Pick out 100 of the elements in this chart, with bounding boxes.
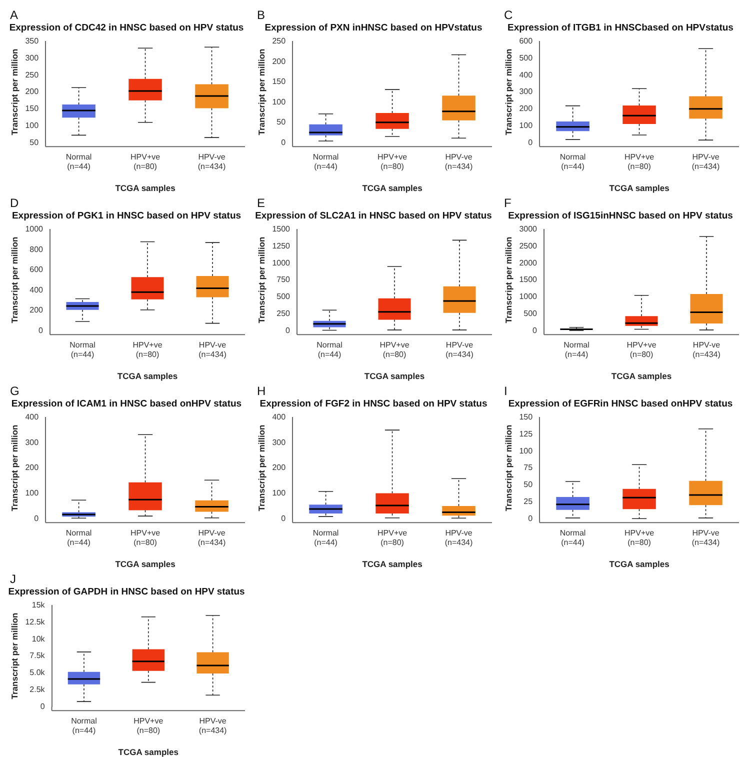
y-tick-label: 125 bbox=[519, 429, 534, 438]
text: J bbox=[10, 572, 16, 586]
y-axis-title: Transcript per million bbox=[256, 48, 266, 136]
x-tick-label: HPV-ve (n=434) bbox=[692, 152, 720, 172]
x-tick-label: HPV+ve (n=80) bbox=[132, 340, 163, 360]
text: C bbox=[504, 8, 513, 22]
y-tick-label: 0 bbox=[38, 326, 44, 335]
y-axis-title: Transcript per million bbox=[503, 424, 514, 512]
x-axis-title: TCGA samples bbox=[362, 183, 423, 194]
y-tick-label: 100 bbox=[272, 488, 286, 498]
y-tick-label: 25 bbox=[524, 496, 534, 506]
y-tick-label: 50 bbox=[524, 480, 534, 490]
y-tick-label: 200 bbox=[272, 56, 286, 66]
x-axis-title: TCGA samples bbox=[609, 559, 670, 570]
y-tick-label: 1500 bbox=[272, 224, 291, 234]
chart-title: Expression of PGK1 in HNSC based on HPV status bbox=[12, 210, 242, 222]
y-tick-label: 100 bbox=[519, 446, 534, 456]
y-tick-label: 2000 bbox=[519, 258, 538, 268]
x-axis-title: TCGA samples bbox=[611, 371, 672, 382]
x-tick-label: Normal (n=44) bbox=[70, 340, 96, 360]
x-axis-title: TCGA samples bbox=[609, 183, 670, 194]
y-axis-title: Transcript per million bbox=[503, 236, 514, 324]
y-tick-label: 200 bbox=[25, 87, 40, 96]
x-tick-label: HPV+ve (n=80) bbox=[130, 152, 161, 172]
y-tick-label: 75 bbox=[524, 463, 534, 472]
y-tick-label: 800 bbox=[30, 244, 44, 254]
y-tick-label: 750 bbox=[276, 275, 291, 284]
x-tick-label: Normal (n=44) bbox=[66, 528, 92, 548]
y-tick-label: 300 bbox=[519, 87, 534, 96]
y-tick-label: 100 bbox=[272, 97, 286, 106]
y-tick-label: 600 bbox=[519, 36, 534, 46]
y-tick-label: 400 bbox=[25, 412, 40, 422]
y-tick-label: 150 bbox=[25, 104, 40, 114]
chart-title: Expression of CDC42 in HNSC based on HPV status bbox=[9, 22, 244, 34]
y-axis-title: Transcript per million bbox=[503, 48, 514, 136]
y-tick-label: 250 bbox=[25, 70, 40, 80]
x-tick-label: HPV-ve (n=434) bbox=[198, 340, 227, 360]
x-tick-label: HPV+ve (n=80) bbox=[377, 152, 408, 172]
y-tick-label: 150 bbox=[519, 412, 534, 422]
y-tick-label: 250 bbox=[276, 308, 291, 318]
y-tick-label: 200 bbox=[272, 463, 286, 472]
y-tick-label: 15k bbox=[32, 600, 46, 610]
x-axis-title: TCGA samples bbox=[117, 371, 178, 382]
y-tick-label: 250 bbox=[272, 36, 286, 46]
y-tick-label: 100 bbox=[25, 120, 40, 130]
y-tick-label: 0 bbox=[532, 326, 538, 335]
y-tick-label: 0 bbox=[528, 138, 534, 147]
chart-title: Expression of ISG15inHNSC based on HPV status bbox=[508, 210, 733, 222]
chart-title: Expression of ITGB1 in HNSCbased on HPVstatus bbox=[508, 22, 734, 34]
text: I bbox=[504, 384, 508, 398]
y-tick-label: 200 bbox=[519, 104, 534, 114]
y-tick-label: 5.0k bbox=[30, 668, 46, 678]
y-tick-label: 300 bbox=[25, 53, 40, 62]
y-tick-label: 350 bbox=[25, 36, 40, 46]
y-tick-label: 600 bbox=[30, 265, 44, 274]
x-tick-label: HPV-ve (n=434) bbox=[446, 340, 474, 360]
x-tick-label: Normal (n=44) bbox=[564, 340, 590, 360]
y-axis-title: Transcript per million bbox=[256, 236, 266, 324]
y-tick-label: 100 bbox=[25, 488, 40, 498]
x-axis-title: TCGA samples bbox=[118, 747, 179, 757]
text: E bbox=[257, 196, 266, 210]
x-tick-label: HPV-ve (n=434) bbox=[444, 152, 473, 172]
y-tick-label: 500 bbox=[524, 308, 538, 318]
y-tick-label: 150 bbox=[272, 77, 286, 86]
x-tick-label: HPV-ve (n=434) bbox=[692, 340, 721, 360]
text: G bbox=[10, 384, 20, 398]
y-tick-label: 0 bbox=[40, 702, 46, 711]
y-axis-title: Transcript per million bbox=[9, 236, 20, 324]
y-tick-label: 1250 bbox=[272, 241, 291, 250]
chart-title: Expression of GAPDH in HNSC based on HPV status bbox=[8, 586, 245, 598]
y-tick-label: 1000 bbox=[25, 224, 44, 234]
x-tick-label: HPV-ve (n=434) bbox=[198, 528, 226, 548]
y-tick-label: 7.5k bbox=[30, 651, 46, 660]
y-axis-title: Transcript per million bbox=[9, 424, 20, 512]
y-tick-label: 0 bbox=[528, 514, 534, 523]
y-tick-label: 500 bbox=[276, 292, 291, 302]
y-tick-label: 400 bbox=[30, 285, 44, 294]
y-tick-label: 400 bbox=[272, 412, 286, 422]
y-tick-label: 2500 bbox=[519, 241, 538, 250]
y-axis-title: Transcript per million bbox=[9, 48, 20, 136]
y-tick-label: 1500 bbox=[519, 275, 538, 284]
y-tick-label: 200 bbox=[30, 306, 44, 315]
y-axis-title: Transcript per million bbox=[256, 424, 266, 512]
x-tick-label: Normal (n=44) bbox=[312, 528, 339, 548]
x-tick-label: Normal (n=44) bbox=[312, 152, 339, 172]
x-axis-title: TCGA samples bbox=[364, 371, 425, 382]
x-tick-label: HPV+ve (n=80) bbox=[626, 340, 657, 360]
y-tick-label: 0 bbox=[34, 514, 40, 523]
chart-title: Expression of FGF2 in HNSC based on HPV status bbox=[260, 398, 488, 410]
y-tick-label: 1000 bbox=[519, 292, 538, 302]
chart-title: Expression of ICAM1 in HNSC based onHPV status bbox=[11, 398, 242, 410]
x-tick-label: Normal (n=44) bbox=[316, 340, 343, 360]
text: A bbox=[10, 8, 18, 22]
x-tick-label: HPV+ve (n=80) bbox=[134, 716, 164, 736]
x-tick-label: Normal (n=44) bbox=[71, 716, 98, 736]
y-tick-label: 300 bbox=[272, 438, 286, 447]
x-tick-label: Normal (n=44) bbox=[560, 152, 586, 172]
x-tick-label: HPV-ve (n=434) bbox=[692, 528, 720, 548]
x-tick-label: Normal (n=44) bbox=[66, 152, 92, 172]
chart-title: Expression of SLC2A1 in HNSC based on HPV status bbox=[255, 210, 492, 222]
